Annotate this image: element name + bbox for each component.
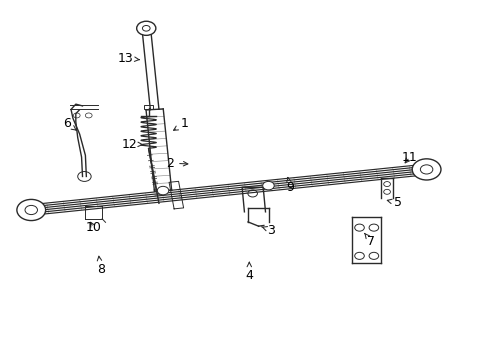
Text: 7: 7	[364, 233, 375, 248]
Text: 1: 1	[173, 117, 188, 130]
Text: 4: 4	[245, 262, 253, 282]
Circle shape	[78, 171, 91, 181]
Bar	[143, 104, 153, 109]
Text: 9: 9	[285, 177, 293, 194]
Circle shape	[85, 113, 92, 118]
Text: 5: 5	[386, 197, 401, 210]
Circle shape	[368, 224, 378, 231]
Text: 2: 2	[166, 157, 187, 170]
Circle shape	[262, 181, 274, 190]
Text: 3: 3	[261, 224, 274, 237]
Circle shape	[73, 113, 80, 118]
Text: 13: 13	[118, 52, 139, 65]
Circle shape	[136, 21, 156, 35]
Text: 8: 8	[97, 256, 104, 276]
Circle shape	[411, 159, 440, 180]
Text: 6: 6	[63, 117, 76, 130]
Circle shape	[247, 190, 257, 197]
Circle shape	[354, 224, 364, 231]
Text: 10: 10	[85, 221, 102, 234]
Text: 12: 12	[122, 138, 142, 150]
Circle shape	[383, 189, 389, 194]
Circle shape	[354, 252, 364, 259]
Circle shape	[17, 199, 45, 221]
Circle shape	[157, 186, 168, 195]
Text: 11: 11	[401, 150, 417, 163]
Circle shape	[383, 181, 389, 186]
Circle shape	[368, 252, 378, 259]
